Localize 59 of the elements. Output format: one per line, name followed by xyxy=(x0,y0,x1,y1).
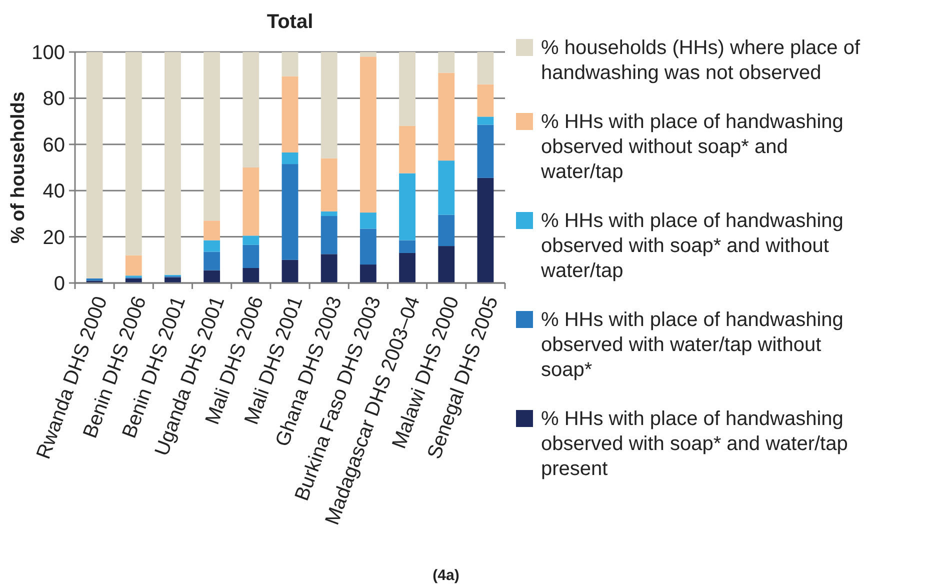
bar xyxy=(477,52,494,84)
legend-label: % households (HHs) where place of handwashing was not observed xyxy=(541,37,860,84)
bar xyxy=(164,277,181,283)
bar xyxy=(438,52,455,73)
bar xyxy=(320,211,338,216)
y-tick-label: 60 xyxy=(42,134,65,156)
bar xyxy=(438,214,455,246)
bar xyxy=(438,72,455,161)
bar xyxy=(282,152,298,164)
y-axis-title: % of households xyxy=(8,92,29,244)
bar xyxy=(204,220,220,240)
bar xyxy=(399,173,416,240)
bar xyxy=(125,52,142,256)
bar xyxy=(477,178,494,283)
y-tick-label: 0 xyxy=(54,273,65,295)
legend-label: % HHs with place of handwashing observed with water/tap without soap* xyxy=(541,309,844,381)
bar xyxy=(282,260,298,283)
bar xyxy=(282,76,298,152)
chart-title: Total xyxy=(266,11,314,33)
y-tick-label: 20 xyxy=(42,226,65,249)
bar xyxy=(360,56,376,213)
legend-label: % HHs with place of handwashing observed without soap* and water/tap xyxy=(540,111,844,183)
bar xyxy=(164,52,181,275)
bar xyxy=(438,246,455,283)
bar xyxy=(204,270,220,283)
legend-label: % HHs with place of handwashing observed with soap* and without water/tap xyxy=(540,210,844,282)
bar xyxy=(242,244,260,268)
bar xyxy=(360,212,376,229)
bar xyxy=(320,254,338,283)
bar xyxy=(242,168,260,236)
bar xyxy=(86,52,103,278)
bar xyxy=(477,84,494,117)
bar xyxy=(399,252,416,283)
bar xyxy=(399,52,416,126)
bar xyxy=(360,264,376,283)
bar xyxy=(204,252,220,270)
bar xyxy=(282,164,298,260)
y-tick-label: 40 xyxy=(42,180,65,203)
legend-label: % HHs with place of handwashing observed with soap* and water/tap present xyxy=(541,408,848,480)
bar xyxy=(125,255,142,276)
y-tick-label: 80 xyxy=(42,88,65,110)
bar xyxy=(320,216,338,254)
bar xyxy=(320,158,338,212)
bar xyxy=(477,124,494,178)
text: (4a) xyxy=(432,567,460,584)
bar xyxy=(242,236,260,245)
bar xyxy=(320,52,338,158)
bar xyxy=(399,240,416,253)
bar xyxy=(360,228,376,265)
bar xyxy=(360,52,376,57)
y-tick-label: 100 xyxy=(32,42,65,64)
bar xyxy=(282,52,298,76)
bar xyxy=(242,52,260,168)
bar xyxy=(399,126,416,174)
bar xyxy=(242,268,260,283)
bar xyxy=(438,160,455,215)
bar xyxy=(204,240,220,252)
bar xyxy=(477,116,494,125)
bar xyxy=(204,52,220,221)
